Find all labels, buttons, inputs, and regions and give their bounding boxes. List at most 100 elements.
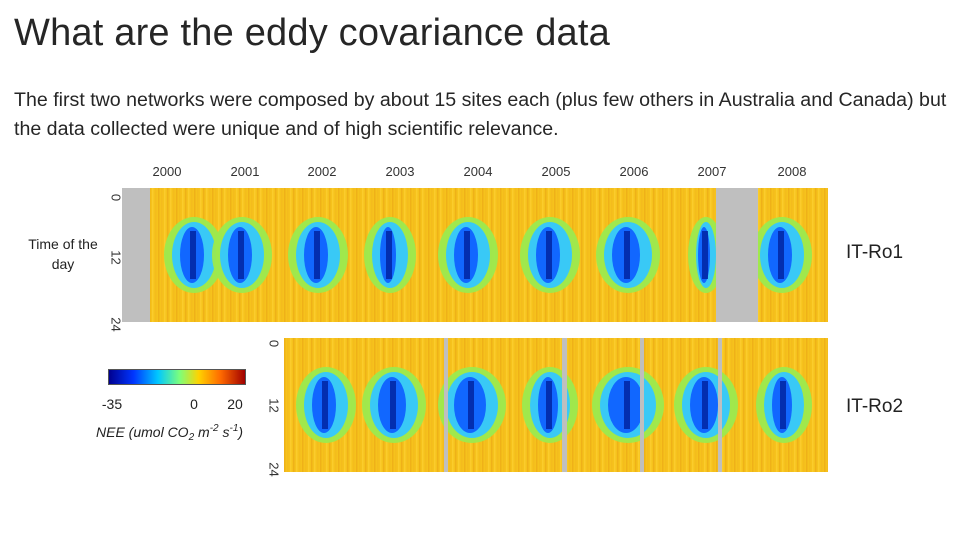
year-label-2007: 2007 [697,164,727,179]
heatmap-texture [665,338,667,472]
heatmap-texture [506,338,508,472]
bottom-y-tick-24: 24 [266,462,282,477]
y-axis-title: Time of the day [28,236,98,272]
summer-uptake-blob [592,367,664,443]
heatmap-texture [590,338,592,472]
heatmap-texture [431,338,433,472]
heatmap-texture [593,188,595,322]
heatmap-texture [671,338,673,472]
heatmap-texture [812,338,814,472]
page-title: What are the eddy covariance data [14,12,610,54]
heatmap-texture [434,188,436,322]
heatmap-texture [359,338,361,472]
summer-uptake-blob [520,217,580,293]
heatmap-texture [518,188,520,322]
colorbar-tick-max: 20 [227,396,243,412]
heatmap-texture [821,338,823,472]
heatmap-texture [428,188,430,322]
heatmap-texture [434,338,436,472]
heatmap-texture [278,188,280,322]
year-label-2006: 2006 [619,164,649,179]
bottom-y-tick-0: 0 [266,339,282,348]
heatmap-texture [293,338,295,472]
missing-data-gap [718,338,722,472]
heatmap-texture [749,338,751,472]
year-label-2003: 2003 [385,164,415,179]
heatmap-texture [431,188,433,322]
heatmap-texture [272,188,274,322]
summer-uptake-blob [362,367,426,443]
heatmap-texture [584,338,586,472]
heatmap-texture [356,188,358,322]
heatmap-texture [818,188,820,322]
heatmap-texture [509,338,511,472]
heatmap-texture [515,188,517,322]
heatmap-texture [662,188,664,322]
heatmap-texture [812,188,814,322]
heatmap-texture [512,338,514,472]
summer-uptake-blob [596,217,660,293]
year-label-2005: 2005 [541,164,571,179]
heatmap-texture [290,338,292,472]
heatmap-texture [587,188,589,322]
heatmap-texture [827,188,828,322]
colorbar [108,369,246,385]
body-paragraph: The first two networks were composed by … [14,89,947,140]
heatmap-texture [587,338,589,472]
heatmap-texture [815,338,817,472]
heatmap-texture [287,188,289,322]
heatmap-texture [500,188,502,322]
missing-data-gap [122,188,150,322]
heatmap-texture [416,188,418,322]
summer-uptake-blob [438,217,498,293]
heatmap-texture [578,338,580,472]
heatmap-texture [359,188,361,322]
heatmap-texture [155,188,157,322]
heatmap-texture [743,338,745,472]
heatmap-texture [818,338,820,472]
heatmap-texture [824,188,826,322]
heatmap-texture [422,188,424,322]
summer-uptake-blob [296,367,356,443]
heatmap-texture [590,188,592,322]
heatmap-texture [746,338,748,472]
heatmap-texture [515,338,517,472]
heatmap-texture [815,188,817,322]
summer-uptake-blob [288,217,348,293]
summer-uptake-blob [756,367,812,443]
heatmap-it-ro1-svg [122,188,828,322]
heatmap-texture [686,188,688,322]
heatmap-texture [521,338,523,472]
heatmap-texture [152,188,154,322]
year-label-2004: 2004 [463,164,493,179]
heatmap-texture [503,188,505,322]
year-label-2000: 2000 [152,164,182,179]
summer-uptake-blob [364,217,416,293]
colorbar-tick-min: -35 [101,396,123,412]
year-label-2001: 2001 [230,164,260,179]
heatmap-texture [287,338,289,472]
heatmap-texture [677,188,679,322]
year-label-2008: 2008 [777,164,807,179]
heatmap-it-ro2-svg [284,338,828,472]
heatmap-texture [821,188,823,322]
heatmap-texture [668,188,670,322]
heatmap-texture [680,188,682,322]
year-axis: 2000 2001 2002 2003 2004 2005 2006 2007 … [150,164,826,184]
colorbar-tick-zero: 0 [190,396,198,412]
heatmap-texture [752,338,754,472]
heatmap-texture [506,188,508,322]
heatmap-texture [509,188,511,322]
heatmap-texture [161,188,163,322]
summer-uptake-blob [164,217,224,293]
heatmap-texture [284,338,286,472]
summer-uptake-blob [752,217,812,293]
bottom-y-tick-12: 12 [266,398,282,413]
heatmap-texture [668,338,670,472]
heatmap-texture [740,338,742,472]
missing-data-gap [562,338,567,472]
heatmap-texture [665,188,667,322]
heatmap-texture [581,188,583,322]
heatmap-texture [674,188,676,322]
heatmap-it-ro1 [122,188,828,322]
